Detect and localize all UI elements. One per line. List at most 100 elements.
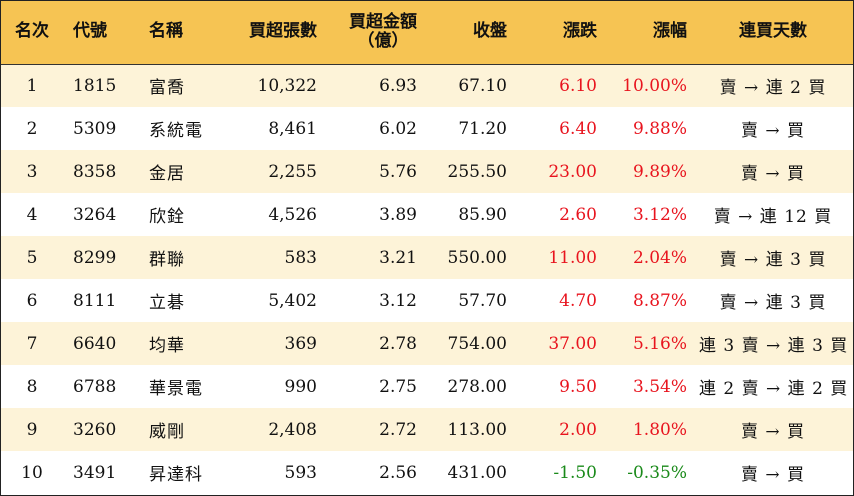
cell-close: 550.00 (447, 247, 507, 268)
header-change: 漲跌 (513, 1, 603, 65)
cell-name: 欣銓 (149, 207, 185, 227)
cell-net-buy-amount: 3.89 (379, 204, 417, 225)
header-net-buy-lots: 買超張數 (223, 1, 323, 65)
cell-name: 威剛 (149, 422, 185, 442)
header-code: 代號 (63, 1, 135, 65)
cell-code: 8111 (73, 290, 117, 311)
cell-close: 754.00 (447, 333, 507, 354)
cell-streak: 連 2 賣 → 連 2 買 (699, 379, 849, 399)
cell-net-buy-amount: 3.12 (379, 290, 417, 311)
cell-code: 1815 (73, 75, 117, 96)
header-name: 名稱 (135, 1, 223, 65)
cell-name: 系統電 (149, 121, 203, 141)
cell-net-buy-amount: 2.72 (379, 419, 417, 440)
cell-streak: 賣 → 買 (740, 465, 806, 485)
cell-pct-change: 9.88% (632, 118, 687, 139)
cell-net-buy-lots: 2,408 (268, 419, 317, 440)
cell-change: -1.50 (553, 462, 597, 483)
cell-net-buy-amount: 5.76 (379, 161, 417, 182)
table-row: 4 3264 欣銓 4,526 3.89 85.90 2.60 3.12% 賣 … (1, 193, 853, 236)
cell-rank: 9 (26, 419, 38, 440)
cell-pct-change: 3.12% (632, 204, 687, 225)
cell-change: 6.40 (559, 118, 597, 139)
cell-close: 255.50 (447, 161, 507, 182)
cell-change: 11.00 (548, 247, 597, 268)
cell-rank: 6 (26, 290, 38, 311)
header-streak: 連買天數 (693, 1, 853, 65)
cell-rank: 5 (26, 247, 38, 268)
cell-rank: 3 (26, 161, 38, 182)
cell-change: 6.10 (559, 75, 597, 96)
cell-rank: 10 (21, 462, 43, 483)
table-body: 1 1815 富喬 10,322 6.93 67.10 6.10 10.00% … (1, 64, 853, 494)
header-net-buy-amount-label: 買超金額 （億） (349, 11, 417, 52)
header-close: 收盤 (423, 1, 513, 65)
header-net-buy-amount: 買超金額 （億） (323, 1, 423, 65)
cell-streak: 賣 → 連 3 買 (719, 293, 827, 313)
cell-change: 2.60 (559, 204, 597, 225)
cell-rank: 7 (26, 333, 38, 354)
cell-code: 3491 (73, 462, 117, 483)
table-row: 9 3260 威剛 2,408 2.72 113.00 2.00 1.80% 賣… (1, 408, 853, 451)
cell-pct-change: -0.35% (627, 462, 687, 483)
table-row: 1 1815 富喬 10,322 6.93 67.10 6.10 10.00% … (1, 64, 853, 107)
cell-net-buy-amount: 2.78 (379, 333, 417, 354)
cell-streak: 賣 → 連 3 買 (719, 250, 827, 270)
cell-net-buy-lots: 990 (284, 376, 317, 397)
cell-rank: 1 (26, 75, 38, 96)
cell-name: 群聯 (149, 250, 185, 270)
cell-pct-change: 1.80% (632, 419, 687, 440)
table-row: 8 6788 華景電 990 2.75 278.00 9.50 3.54% 連 … (1, 365, 853, 408)
cell-net-buy-amount: 6.02 (379, 118, 417, 139)
cell-net-buy-amount: 2.56 (379, 462, 417, 483)
cell-name: 均華 (149, 336, 185, 356)
cell-close: 71.20 (458, 118, 507, 139)
cell-change: 4.70 (559, 290, 597, 311)
cell-close: 57.70 (458, 290, 507, 311)
cell-net-buy-lots: 5,402 (268, 290, 317, 311)
cell-close: 113.00 (447, 419, 507, 440)
header-pct-change: 漲幅 (603, 1, 693, 65)
cell-change: 37.00 (548, 333, 597, 354)
cell-streak: 賣 → 連 12 買 (713, 207, 833, 227)
cell-change: 2.00 (559, 419, 597, 440)
cell-code: 6788 (73, 376, 117, 397)
cell-streak: 賣 → 買 (740, 121, 806, 141)
cell-streak: 賣 → 買 (740, 422, 806, 442)
cell-net-buy-lots: 593 (284, 462, 317, 483)
cell-net-buy-lots: 10,322 (257, 75, 317, 96)
cell-close: 278.00 (447, 376, 507, 397)
table-header: 名次 代號 名稱 買超張數 買超金額 （億） 收盤 漲跌 漲幅 連買天數 (1, 1, 853, 65)
cell-name: 華景電 (149, 379, 203, 399)
table-row: 2 5309 系統電 8,461 6.02 71.20 6.40 9.88% 賣… (1, 107, 853, 150)
cell-code: 3264 (73, 204, 117, 225)
cell-change: 23.00 (548, 161, 597, 182)
cell-name: 昇達科 (149, 465, 203, 485)
header-row: 名次 代號 名稱 買超張數 買超金額 （億） 收盤 漲跌 漲幅 連買天數 (1, 1, 853, 65)
cell-code: 3260 (73, 419, 117, 440)
cell-pct-change: 2.04% (632, 247, 687, 268)
cell-pct-change: 9.89% (632, 161, 687, 182)
cell-net-buy-lots: 4,526 (268, 204, 317, 225)
cell-name: 金居 (149, 164, 185, 184)
cell-name: 立碁 (149, 293, 185, 313)
cell-pct-change: 3.54% (632, 376, 687, 397)
cell-net-buy-lots: 583 (284, 247, 317, 268)
table-row: 6 8111 立碁 5,402 3.12 57.70 4.70 8.87% 賣 … (1, 279, 853, 322)
cell-streak: 賣 → 連 2 買 (719, 78, 827, 99)
header-net-buy-amount-line1: 買超金額 (349, 11, 417, 32)
cell-change: 9.50 (559, 376, 597, 397)
header-rank: 名次 (1, 1, 63, 65)
cell-net-buy-lots: 2,255 (268, 161, 317, 182)
table-row: 5 8299 群聯 583 3.21 550.00 11.00 2.04% 賣 … (1, 236, 853, 279)
cell-pct-change: 5.16% (632, 333, 687, 354)
table-row: 10 3491 昇達科 593 2.56 431.00 -1.50 -0.35%… (1, 451, 853, 494)
cell-code: 8358 (73, 161, 117, 182)
cell-code: 6640 (73, 333, 117, 354)
cell-rank: 2 (26, 118, 38, 139)
cell-net-buy-lots: 369 (284, 333, 317, 354)
cell-name: 富喬 (149, 78, 185, 99)
cell-code: 8299 (73, 247, 117, 268)
